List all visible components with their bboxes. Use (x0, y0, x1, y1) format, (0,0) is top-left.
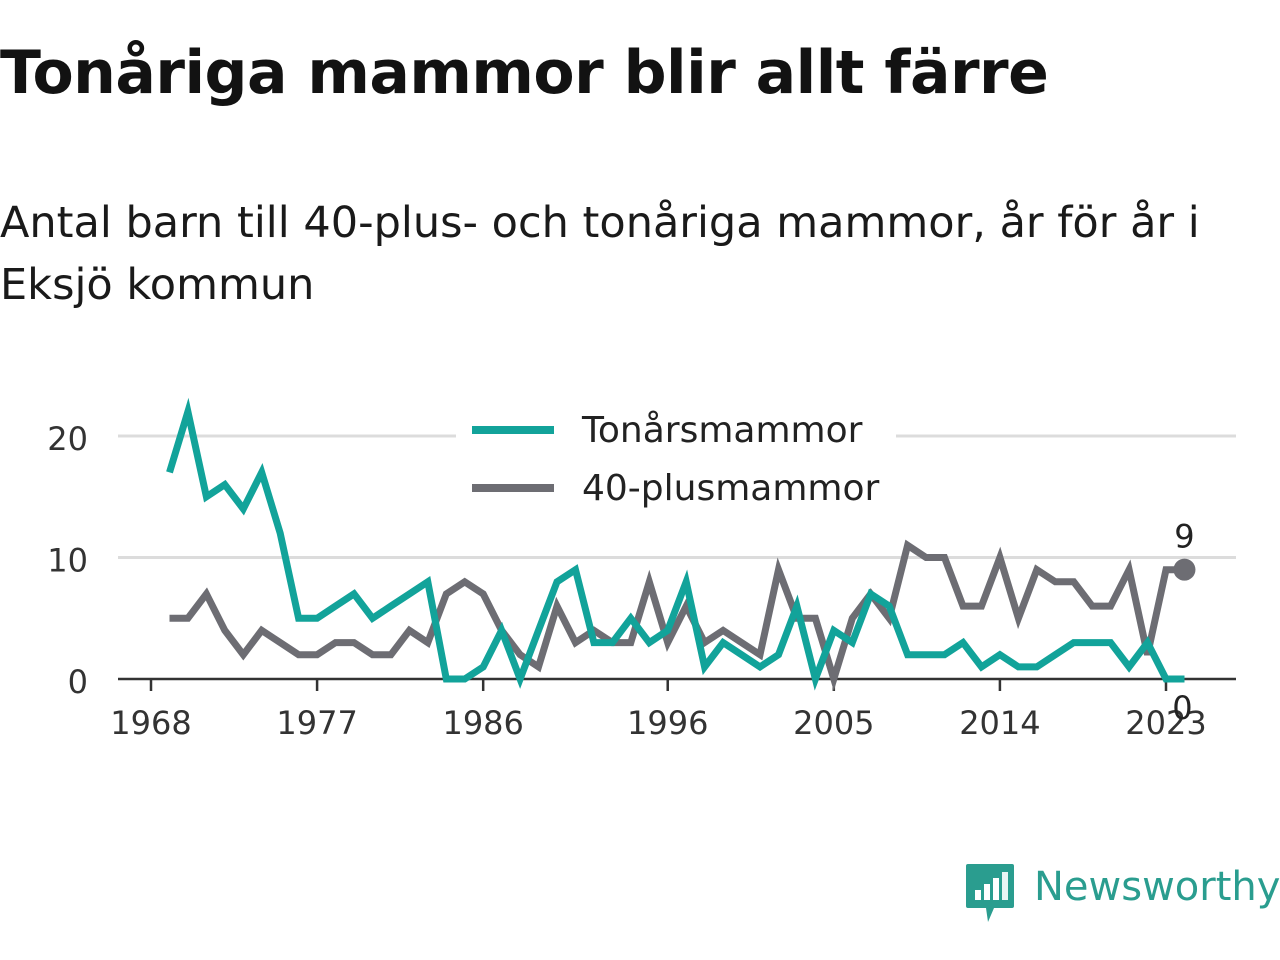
legend-label: Tonårsmammor (581, 410, 863, 451)
x-axis: 1968 1977 1986 1996 2005 2014 2023 (110, 677, 1236, 742)
chart-subtitle: Antal barn till 40-plus- och tonåriga ma… (0, 198, 1200, 310)
x-tick-label: 2014 (959, 704, 1040, 742)
newsworthy-logo-icon (966, 864, 1014, 922)
newsworthy-logo: Newsworthy (964, 862, 1280, 924)
y-axis-ticks: 0 10 20 (47, 420, 88, 701)
legend-background (456, 402, 896, 520)
end-labels: 90 (1172, 518, 1196, 727)
y-tick-label: 10 (47, 542, 88, 580)
legend-label: 40-plusmammor (582, 468, 880, 509)
x-tick-label: 1968 (110, 704, 191, 742)
x-tick-label: 1986 (442, 704, 523, 742)
y-tick-label: 0 (68, 663, 88, 701)
x-tick-label: 1996 (627, 704, 708, 742)
newsworthy-logo-text: Newsworthy (1034, 864, 1280, 910)
x-tick-label: 1977 (276, 704, 357, 742)
end-label-40-plusmammor: 9 (1174, 518, 1194, 556)
chart-title: Tonåriga mammor blir allt färre (0, 38, 1049, 108)
series-line-40-plusmammor (169, 539, 1185, 692)
end-label-tonarsmammor: 0 (1172, 689, 1192, 727)
line-chart: 0 10 20 1968 1977 1986 1996 2005 2014 2023 Tonår… (47, 397, 1236, 742)
end-point-40-plusmammor (1173, 558, 1196, 581)
series-lines (166, 397, 1185, 692)
series-line-tonarsmammor (166, 397, 1185, 691)
x-tick-label: 2023 (1125, 704, 1206, 742)
x-tick-label: 2005 (793, 704, 874, 742)
legend: Tonårsmammor 40-plusmammor (456, 402, 896, 520)
y-tick-label: 20 (47, 420, 88, 458)
